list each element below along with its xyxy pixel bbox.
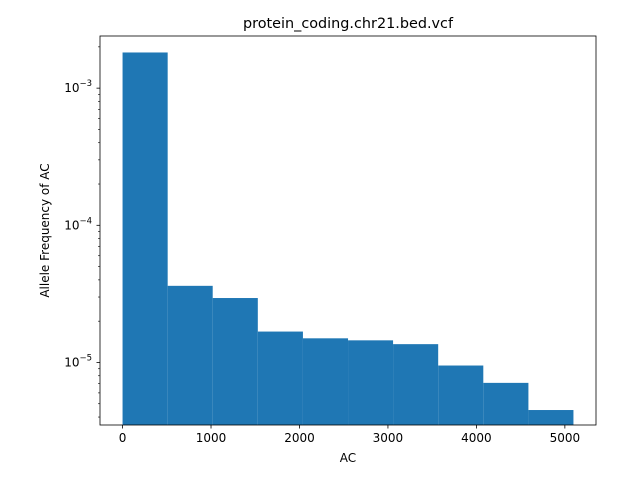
histogram-bar-8 <box>438 365 484 425</box>
y-tick-label: 10−5 <box>64 353 92 369</box>
x-axis: 0 1000 2000 3000 4000 5000 <box>119 425 580 445</box>
chart-title: protein_coding.chr21.bed.vcf <box>243 16 454 32</box>
histogram-bar-3 <box>212 298 258 425</box>
histogram-bar-1 <box>122 52 168 426</box>
x-tick-label: 2000 <box>284 431 315 445</box>
histogram-bar-4 <box>257 331 303 425</box>
histogram-bar-10 <box>528 410 574 425</box>
x-tick-label: 4000 <box>461 431 492 445</box>
histogram-bar-5 <box>302 338 349 425</box>
x-tick-label: 5000 <box>550 431 581 445</box>
x-tick-label: 3000 <box>373 431 404 445</box>
y-tick-label: 10−3 <box>64 79 92 95</box>
bars-group <box>122 52 574 426</box>
x-tick-label: 0 <box>119 431 127 445</box>
y-tick-label: 10−4 <box>64 216 92 232</box>
histogram-bar-2 <box>167 285 213 425</box>
x-axis-label: AC <box>340 451 356 465</box>
histogram-bar-6 <box>348 340 394 425</box>
y-axis: 10−5 10−4 10−3 <box>64 46 100 418</box>
x-tick-label: 1000 <box>196 431 227 445</box>
y-axis-label: Allele Frequency of AC <box>38 163 52 297</box>
histogram-bar-7 <box>393 344 439 425</box>
histogram-bar-9 <box>483 382 529 425</box>
plot-frame <box>99 35 597 426</box>
